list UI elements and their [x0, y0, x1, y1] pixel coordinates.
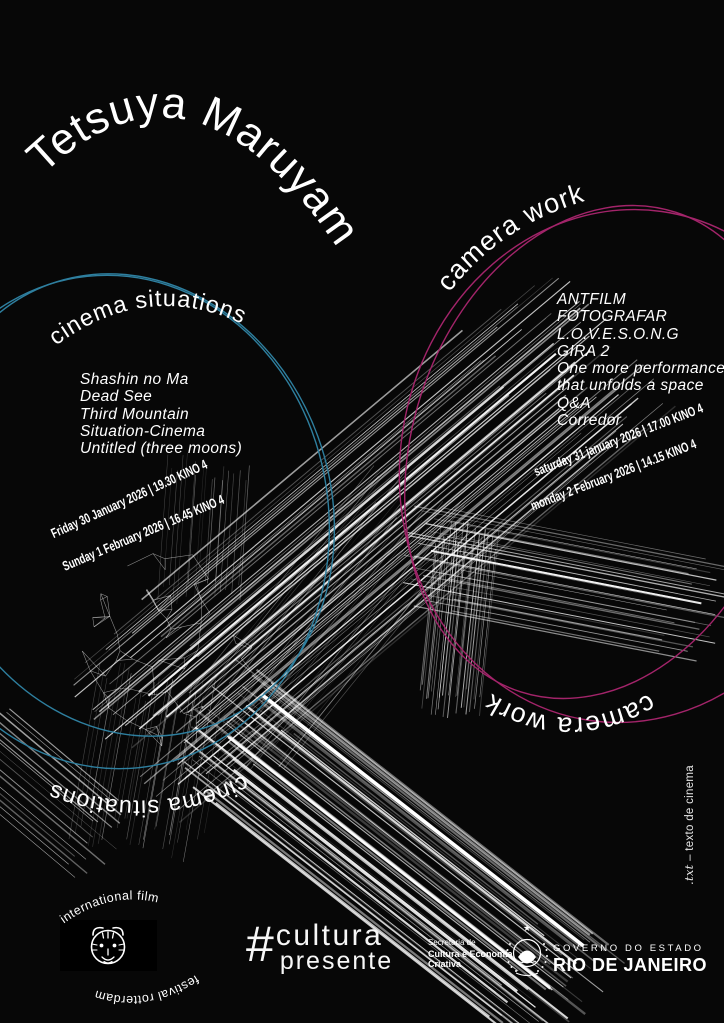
- film-title: Dead See: [80, 388, 153, 406]
- secretaria-logo: Secretaria de Cultura e Economia Criativ…: [428, 938, 513, 970]
- svg-text:festival rotterdam: festival rotterdam: [93, 972, 202, 1007]
- svg-text:camera work: camera work: [479, 688, 661, 742]
- governo-rj-logo: GOVERNO DO ESTADO RIO DE JANEIRO: [553, 943, 707, 976]
- film-title: ANTFILM: [557, 291, 627, 308]
- film-title: Situation-Cinema: [80, 422, 206, 440]
- film-title: FOTOGRAFAR: [557, 308, 668, 326]
- screening-date: Friday 30 January 2026 | 19.30 KINO 4: [49, 457, 210, 541]
- hash-glyph: #: [246, 916, 274, 972]
- ellipse-rings: [0, 204, 724, 770]
- side-note: .txt – texto de cinema: [682, 765, 696, 885]
- film-title: Shashin no Ma: [80, 371, 189, 388]
- tiger-icon: [90, 926, 126, 965]
- governo-line: GOVERNO DO ESTADO: [553, 943, 704, 954]
- section-cinema-situations-flipped: cinema situations: [44, 770, 252, 821]
- secretaria-line: Cultura e Economia: [428, 948, 513, 959]
- secretaria-line: Criativa: [428, 959, 462, 969]
- film-title: that unfolds a space: [557, 377, 704, 395]
- poster-title: Tetsuya Maruyama: [0, 0, 370, 254]
- film-title: Third Mountain: [80, 405, 189, 423]
- svg-text:★: ★: [523, 923, 531, 933]
- section-camera-work-flipped: camera work: [479, 688, 661, 742]
- film-title: GIRA 2: [557, 342, 610, 360]
- film-title: Untitled (three moons): [80, 440, 243, 458]
- film-title: One more performance: [557, 360, 724, 378]
- cultura-presente-logo: # cultura presente: [246, 916, 394, 975]
- film-title: Q&A: [557, 394, 591, 412]
- svg-text:cinema situations: cinema situations: [44, 770, 252, 821]
- cultura-line: cultura: [275, 919, 384, 952]
- line-art: [0, 277, 724, 1023]
- section-cinema-situations: cinema situations: [44, 285, 251, 350]
- film-title: L.O.V.E.S.O.N.G: [557, 325, 679, 343]
- section-camera-work: camera work: [431, 178, 588, 297]
- cinema-situations-film-list: Shashin no Ma Dead See Third Mountain Si…: [80, 371, 242, 457]
- iffr-bottom-label: festival rotterdam: [93, 972, 202, 1007]
- camera-work-film-list: ANTFILM FOTOGRAFAR L.O.V.E.S.O.N.G GIRA …: [557, 291, 724, 429]
- film-title: Corredor: [557, 412, 622, 430]
- rio-coat-of-arms-icon: ★: [506, 923, 548, 976]
- presente-line: presente: [279, 947, 394, 975]
- secretaria-line: Secretaria de: [428, 938, 476, 947]
- rio-de-janeiro-line: RIO DE JANEIRO: [553, 955, 708, 975]
